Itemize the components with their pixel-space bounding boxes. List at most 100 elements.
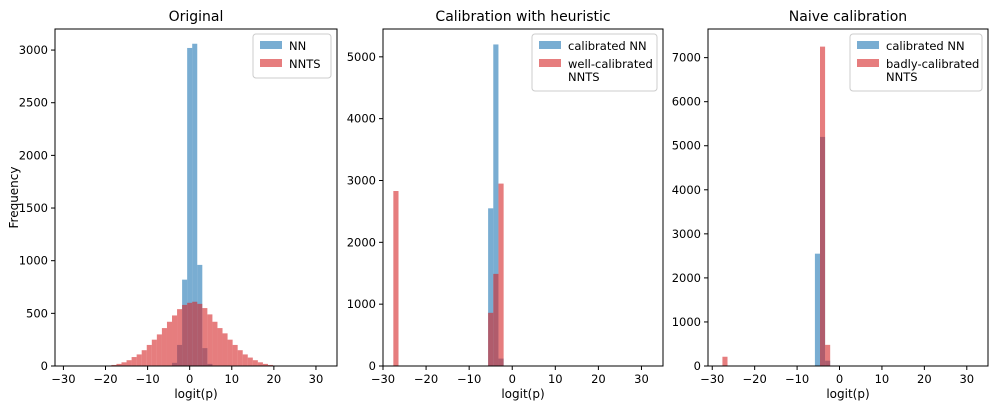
panel-heuristic-frame	[382, 28, 664, 367]
panel-original-bar-nnts-7	[146, 344, 152, 366]
panel-original-bar-nnts-12	[172, 315, 178, 366]
panel-naive-bar-nn-0	[814, 253, 820, 366]
panel-naive-xtick-label-3: 0	[836, 372, 843, 386]
panel-naive-legend: calibrated NN badly-calibrated NNTS	[849, 33, 983, 92]
panel-original-bar-nnts-27	[247, 357, 253, 366]
panel-original-ytick-label-2: 1000	[19, 254, 48, 268]
panel-original-bar-nnts-9	[156, 334, 162, 366]
panel-naive-legend-swatch-1	[857, 59, 879, 67]
panel-heuristic-bar-nn-0	[488, 208, 494, 366]
panel-naive-xtick-label-6: 30	[959, 372, 974, 386]
panel-heuristic-legend-label-0: calibrated NN	[568, 39, 647, 53]
panel-naive-bar-nnts-0	[722, 356, 728, 366]
panel-heuristic-bar-nnts-3	[498, 183, 504, 366]
panel-heuristic-ytick-label-2: 2000	[347, 235, 376, 249]
panel-naive-legend-label-0: calibrated NN	[886, 39, 965, 53]
panel-original-bar-nnts-5	[136, 354, 142, 366]
panel-heuristic-xtick-label-0: −30	[371, 372, 395, 386]
panel-original-xtick-label-4: 10	[224, 372, 239, 386]
panel-original-xtick-label-2: −10	[135, 372, 159, 386]
panel-naive: −30 −20 −10 0 10 20 30 0 1000 2000 3000 4000 5000 600…	[672, 9, 989, 401]
panel-naive-title: Naive calibration	[789, 9, 907, 25]
panel-heuristic-xtick-label-5: 20	[591, 372, 606, 386]
panel-original-bar-nnts-19	[207, 314, 213, 366]
panel-original-bar-nnts-0	[111, 364, 117, 366]
panel-original-ylabel: Frequency	[7, 167, 21, 229]
panel-heuristic-bar-nnts-1	[488, 312, 494, 366]
panel-original-bar-nnts-6	[141, 350, 147, 366]
panel-heuristic-legend: calibrated NN well-calibrated NNTS	[531, 33, 658, 92]
panel-original-bar-nnts-21	[217, 328, 223, 366]
panel-naive-xtick-label-1: −20	[743, 372, 767, 386]
panel-heuristic-axes: −30 −20 −10 0 10 20 30 0 1000 2000 3000 4000 5000	[347, 28, 664, 386]
panel-heuristic-bar-nn-1	[493, 44, 499, 367]
panel-naive-ytick-label-4: 4000	[672, 183, 701, 197]
panel-original-axes: −30 −20 −10 0 10 20 30 0 500 1000 1500 2000 2500 3000	[19, 28, 338, 386]
panel-original-bar-nnts-28	[252, 360, 258, 366]
panel-original-legend-swatch-0	[260, 41, 282, 49]
panel-naive-bar-nnts-1	[820, 46, 826, 367]
panel-original-frame	[54, 28, 338, 367]
panel-heuristic-xtick-label-2: −10	[457, 372, 481, 386]
panel-naive-xtick-label-4: 10	[875, 372, 890, 386]
panel-original-bar-nnts-29	[257, 362, 263, 366]
panel-original-bar-nnts-20	[212, 321, 218, 366]
panel-naive-xtick-label-2: −10	[785, 372, 809, 386]
panel-heuristic-bar-nnts-0	[393, 191, 399, 366]
panel-naive-frame	[707, 28, 989, 367]
panel-original-bar-nnts-24	[232, 344, 238, 366]
panel-original-ytick-label-5: 2500	[19, 96, 48, 110]
panel-heuristic-legend-swatch-0	[539, 41, 561, 49]
panel-naive-legend-box	[849, 33, 983, 92]
panel-original-xtick-label-6: 30	[309, 372, 324, 386]
panel-heuristic-ytick-label-0: 0	[369, 359, 376, 373]
panel-original-bar-nnts-4	[131, 357, 137, 366]
panel-naive-ytick-label-3: 3000	[672, 227, 701, 241]
panel-original-bars	[111, 43, 274, 367]
panel-heuristic-ytick-label-4: 4000	[347, 112, 376, 126]
panel-original-bar-nnts-23	[227, 339, 233, 366]
panel-original-xtick-label-5: 20	[267, 372, 282, 386]
panel-heuristic-ytick-label-5: 5000	[347, 50, 376, 64]
panel-original-bar-nnts-14	[182, 304, 188, 366]
panel-heuristic-xtick-label-3: 0	[509, 372, 516, 386]
panel-naive-ytick-label-1: 1000	[672, 315, 701, 329]
panel-original-xtick-label-1: −20	[93, 372, 117, 386]
panel-heuristic-ytick-label-1: 1000	[347, 297, 376, 311]
panel-original-bar-nnts-13	[177, 309, 183, 366]
panel-heuristic-xtick-label-1: −20	[414, 372, 438, 386]
panel-original-bar-nnts-17	[197, 303, 203, 366]
panel-original-bar-nnts-3	[126, 360, 132, 366]
panel-original-bar-nnts-30	[262, 363, 268, 366]
panel-heuristic-title: Calibration with heuristic	[435, 9, 610, 25]
panel-original-xlabel: logit(p)	[174, 387, 217, 401]
panel-original-xtick-label-0: −30	[51, 372, 75, 386]
panel-naive-xtick-label-0: −30	[700, 372, 724, 386]
panel-naive-xlabel: logit(p)	[826, 387, 869, 401]
panel-naive-bar-nnts-2	[825, 344, 831, 366]
panel-heuristic-xlabel: logit(p)	[501, 387, 544, 401]
panel-original-legend-label-1: NNTS	[289, 57, 321, 71]
panel-heuristic-xtick-label-6: 30	[634, 372, 649, 386]
panel-naive-ytick-label-7: 7000	[672, 51, 701, 65]
panel-original-ytick-label-6: 3000	[19, 43, 48, 57]
panel-heuristic-ytick-label-3: 3000	[347, 173, 376, 187]
panel-original-bar-nnts-26	[242, 354, 248, 366]
panel-naive-axes: −30 −20 −10 0 10 20 30 0 1000 2000 3000 4000 5000 600…	[672, 28, 989, 386]
panel-original-bar-nnts-31	[267, 364, 274, 366]
panel-original-bar-nnts-11	[166, 321, 173, 366]
panel-original-bar-nnts-15	[187, 302, 193, 366]
panel-original-bar-nnts-2	[121, 362, 127, 366]
panel-original-bar-nnts-8	[151, 339, 157, 366]
panel-original-bar-nnts-10	[161, 328, 167, 366]
panel-original-ytick-label-0: 0	[41, 359, 48, 373]
panel-original-ytick-label-1: 500	[26, 306, 48, 320]
panel-original-bar-nnts-16	[192, 301, 198, 366]
panel-heuristic: −30 −20 −10 0 10 20 30 0 1000 2000 3000 4000 5000 Ca…	[347, 9, 664, 401]
panel-original-legend: NN NNTS	[252, 33, 332, 79]
panel-original-ytick-label-3: 1500	[19, 201, 48, 215]
panel-heuristic-xtick-label-4: 10	[548, 372, 563, 386]
panel-naive-ytick-label-0: 0	[694, 359, 701, 373]
panel-heuristic-bars	[393, 44, 504, 367]
panel-original-bar-nnts-25	[237, 350, 243, 366]
